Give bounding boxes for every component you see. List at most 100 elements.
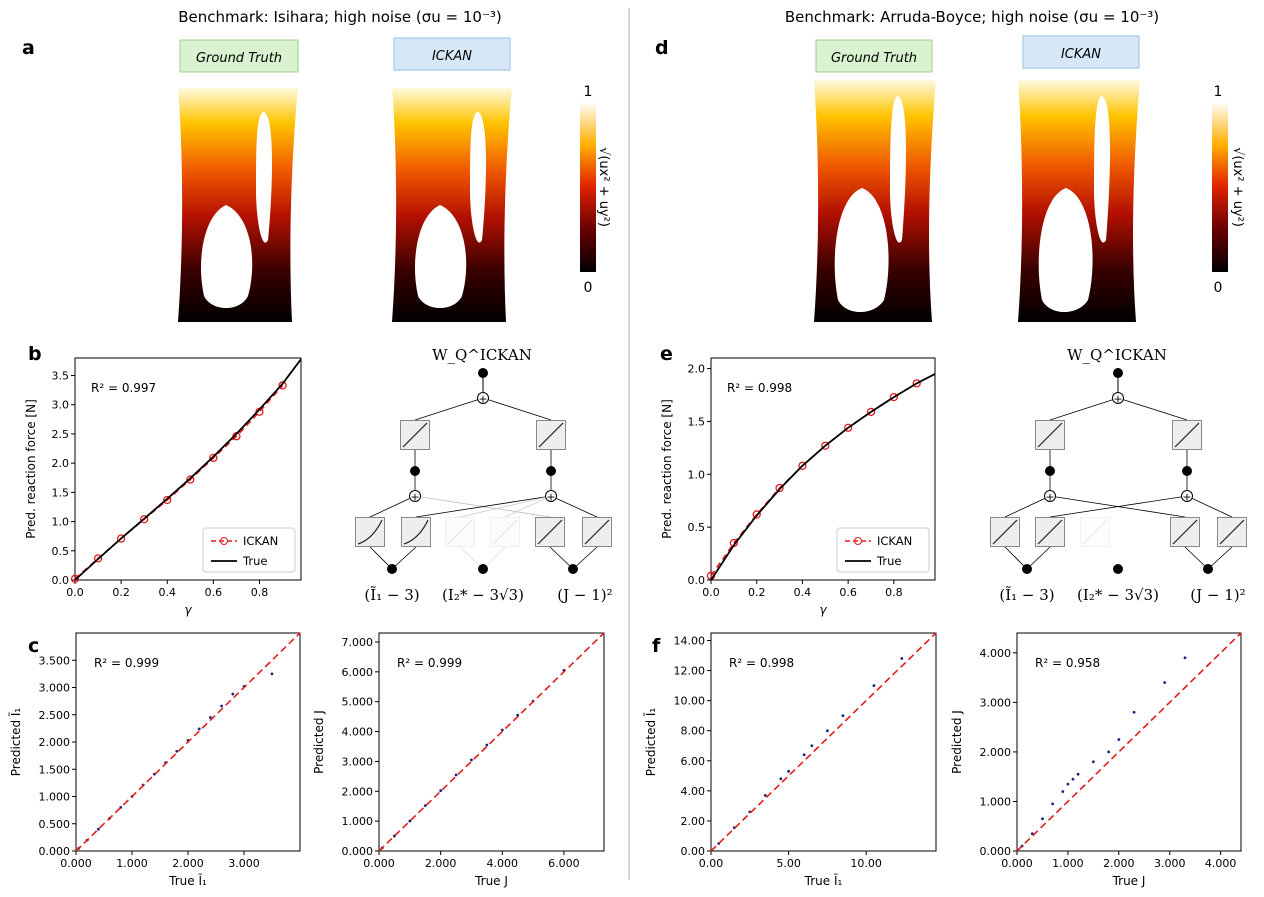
svg-text:+: + [1182,491,1191,504]
scatter-point [1061,790,1065,793]
scatter-point [500,728,504,732]
y-tick-label: 1.5 [52,486,70,499]
scatter-point [209,716,212,719]
scatter-point [1163,681,1167,684]
y-tick-label: 2.000 [980,746,1012,759]
x-tick-label: 5.00 [776,857,801,870]
ickan-label-box [393,37,511,71]
chart-c1: 0.000 1.000 2.000 3.000 0.000 0.500 1.000 1.500… [8,632,301,888]
y-tick-label: 1.500 [39,763,71,776]
x-tick-label: 0.00 [699,857,724,870]
svg-text:+: + [478,393,487,406]
ickan-marker [163,495,172,505]
series-true-line [710,373,936,581]
scatter-point [1071,777,1075,781]
x-tick-label: 10.00 [850,857,882,870]
series-true-line [74,358,302,581]
network-diagram-right: W_Q^ICKAN + + + (Ĩ₁ − 3) (I₂* − 3√3 [990,346,1247,604]
x-tick-label: 4.000 [487,857,519,870]
y-tick-label: 3.5 [52,370,70,383]
colorbar-label: √(ux² + uy²) [596,147,611,227]
y-tick-label: 1.0 [688,468,706,481]
identity-line [75,632,301,852]
y-tick-label: 0.000 [342,845,374,858]
colorbar-min: 0 [1214,280,1223,296]
scatter-point [197,727,201,731]
input-label-2: (I₂* − 3√3) [1077,586,1159,604]
scatter-point [763,793,767,797]
identity-line [710,632,937,852]
input-label-3: (J − 1)² [1190,586,1245,604]
y-tick-label: 2.00 [681,815,706,828]
network-diagram-left: W_Q^ICKAN + + + (Ĩ₁ [355,346,613,604]
ickan-label: ICKAN [432,49,472,64]
scatter-point [485,743,489,747]
x-tick-label: 1.000 [1052,857,1084,870]
scatter-point [1076,772,1080,776]
x-tick-label: 0.2 [748,586,766,599]
r2-annotation: R² = 0.998 [727,381,792,395]
specimen-ickan-right: ICKAN [1018,35,1140,322]
y-axis-label: Predicted J [312,710,326,774]
scatter-point [1117,738,1121,741]
y-tick-label: 0.000 [39,845,71,858]
x-tick-label: 0.2 [112,586,130,599]
y-tick-label: 0.5 [688,521,706,534]
x-tick-label: 0.8 [885,586,903,599]
y-tick-label: 6.000 [342,666,374,679]
x-tick-label: 1.000 [116,857,148,870]
y-tick-label: 3.000 [39,682,71,695]
y-tick-label: 2.500 [39,709,71,722]
x-tick-label: 3.000 [1154,857,1186,870]
x-axis-label: γ [184,603,192,617]
x-tick-label: 0.0 [702,586,720,599]
y-tick-label: 2.000 [342,785,374,798]
x-tick-label: 0.000 [363,857,395,870]
chart-f1: 0.00 5.00 10.00 0.00 2.00 4.00 6.00 8.00 10.00 12… [643,632,937,888]
legend-true-label: True [876,554,901,568]
ickan-marker [775,483,784,493]
input-label-1: (Ĩ₁ − 3) [364,586,419,604]
scatter-point [454,773,458,777]
y-tick-label: 12.00 [674,665,706,678]
specimen-groundtruth-right: Ground Truth [814,39,936,322]
groundtruth-label: Ground Truth [831,51,917,66]
y-tick-label: 3.000 [342,755,374,768]
panel-letter-c: c [28,635,39,657]
ickan-marker [912,379,921,388]
scatter-point [810,744,814,748]
x-axis-label: True Ĩ₁ [168,873,207,888]
scatter-point [1066,782,1070,786]
ickan-marker [798,461,807,470]
chart-c2: 0.000 2.000 4.000 6.000 0.000 1.000 2.000 3.000… [312,632,605,888]
legend-ickan-marker [854,537,862,545]
ickan-marker [843,423,853,432]
colorbar-label: √(ux² + uy²) [1230,147,1245,227]
scatter-point [1132,710,1136,714]
title-left: Benchmark: Isihara; high noise (σu = 10⁻… [178,8,502,26]
y-axis-label: Predicted J [950,710,964,774]
legend-ickan-label: ICKAN [877,534,912,548]
scatter-point [1041,817,1044,821]
y-tick-label: 8.00 [681,725,706,738]
svg-text:+: + [1045,491,1054,504]
y-tick-label: 4.000 [980,647,1012,660]
x-tick-label: 2.000 [425,857,457,870]
x-axis-label: γ [819,603,827,617]
charts-layer: 0.0 0.2 0.4 0.6 0.8 0.0 0.5 1.0 1.5 2.0 2.5 3.0 3.5 γ… [8,357,1242,888]
y-tick-label: 0.500 [39,818,71,831]
panel-letter-f: f [652,635,661,657]
scatter-point [439,789,443,793]
y-tick-label: 0.000 [980,845,1012,858]
panel-letter-a: a [22,37,35,59]
y-tick-label: 2.5 [52,428,70,441]
specimen-ickan-left: ICKAN [392,37,512,322]
ickan-marker [278,381,287,390]
y-tick-label: 2.0 [52,457,70,470]
x-tick-label: 4.000 [1205,857,1237,870]
scatter-point [231,692,235,696]
y-tick-label: 6.00 [681,755,706,768]
x-tick-label: 0.4 [794,586,812,599]
ickan-marker [116,534,126,543]
